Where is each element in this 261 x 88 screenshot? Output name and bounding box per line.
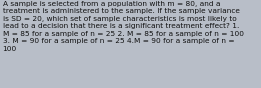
Text: A sample is selected from a population with m = 80, and a
treatment is administe: A sample is selected from a population w…: [3, 1, 244, 52]
